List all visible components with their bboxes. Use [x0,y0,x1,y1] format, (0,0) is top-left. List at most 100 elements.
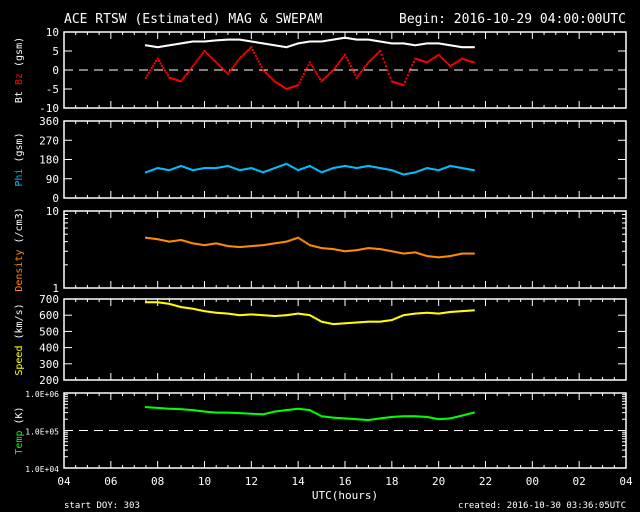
panel-frame [63,210,627,289]
data-point [187,307,190,310]
y-axis-label-part: (K) [14,406,25,430]
data-point [210,311,213,314]
data-point [461,46,464,49]
data-point [437,42,440,45]
data-point [283,240,286,243]
data-point [202,243,205,246]
data-point [270,411,273,414]
data-point [199,55,202,58]
data-point [222,38,225,41]
data-point [383,41,386,44]
data-point [339,59,342,62]
data-point [363,320,366,323]
data-point [260,42,263,45]
data-point [200,309,203,312]
data-point [411,312,414,315]
data-point [401,83,404,86]
data-point [215,242,218,245]
data-point [320,320,323,323]
data-point [300,78,303,81]
data-point [216,311,219,314]
data-point [231,38,234,41]
data-point [423,311,426,314]
data-point [153,237,156,240]
data-point [279,45,282,48]
data-point [452,310,455,313]
y-tick-label: 500 [39,325,59,338]
data-point [307,408,310,411]
data-point [453,310,456,313]
data-point [278,83,281,86]
data-point [218,64,221,67]
data-point [235,61,238,64]
data-point [304,241,307,244]
data-point [319,170,322,173]
data-point [235,313,238,316]
data-point [453,165,456,168]
data-point [305,242,308,245]
data-point [207,54,210,57]
data-point [402,84,405,87]
data-point [223,312,226,315]
data-point [311,166,314,169]
data-point [178,42,181,45]
data-point [354,418,357,421]
data-point [260,413,263,416]
data-point [292,313,295,316]
data-point [364,65,367,68]
data-point [361,69,364,71]
data-point [358,166,361,169]
data-point [250,245,253,248]
data-point [368,247,371,250]
data-point [144,76,147,79]
data-point [354,166,357,169]
data-point [355,418,358,421]
data-point [213,167,216,170]
data-point [263,70,266,73]
data-point [260,244,263,247]
data-point [468,252,471,255]
data-point [442,417,445,420]
data-point [165,44,168,47]
data-point [181,408,184,411]
data-point [229,38,232,41]
data-point [262,244,265,247]
data-point [450,44,453,47]
data-point [297,407,300,410]
series-phi [144,162,475,176]
data-point [440,256,443,259]
data-point [433,255,436,258]
y-axis-label-part: Density [14,250,25,292]
data-point [267,43,270,46]
data-point [443,311,446,314]
panel-mag: 10 5 0 -5 -10 Bt Bz (gsm) [14,26,627,115]
data-point [446,165,449,168]
data-point [166,240,169,243]
data-point [144,44,147,47]
data-point [469,168,472,171]
data-point [360,321,363,324]
y-axis-label: Speed (km/s) [14,303,25,375]
data-point [153,406,156,409]
data-point [256,41,259,44]
data-point [428,42,431,45]
data-point [363,165,366,168]
data-point [286,240,289,243]
data-point [352,38,355,41]
data-point [295,84,298,87]
data-point [346,37,349,40]
data-point [146,170,149,173]
data-point [414,251,417,254]
data-point [162,302,165,305]
data-point [229,69,232,71]
data-point [342,36,345,39]
data-point [329,168,332,171]
data-point [425,311,428,314]
data-point [163,45,166,48]
data-point [240,412,243,415]
data-point [427,42,430,45]
data-point [414,415,417,418]
data-point [144,406,147,409]
data-point [155,167,158,170]
data-point [364,320,367,323]
